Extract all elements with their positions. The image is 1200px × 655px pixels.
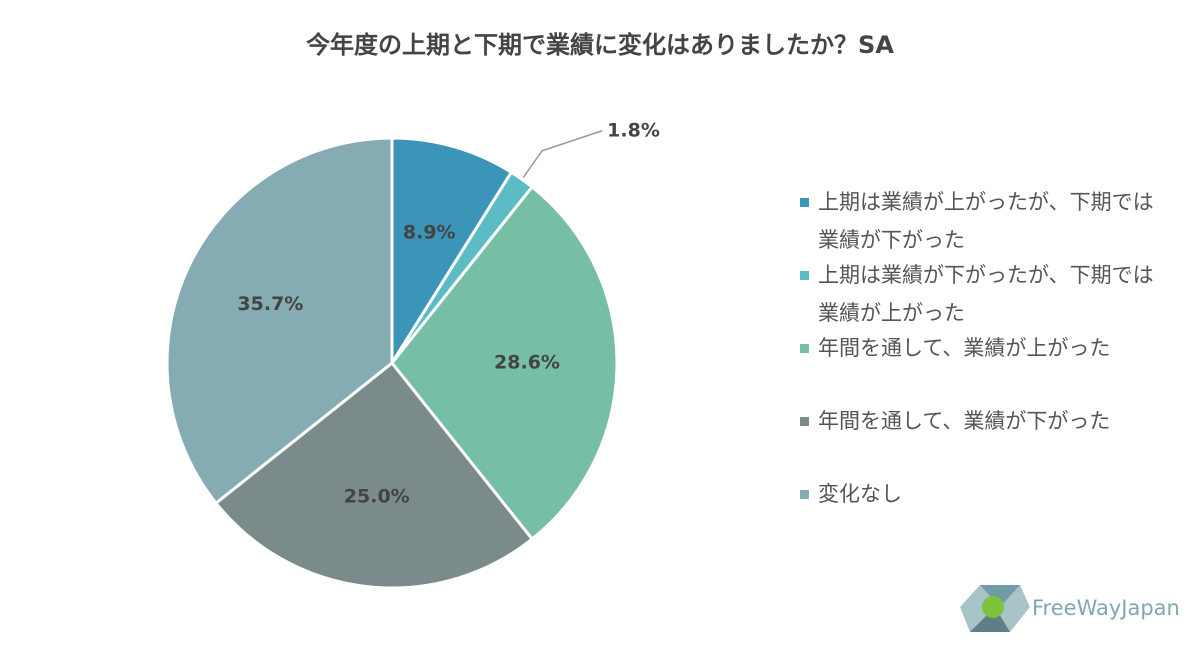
legend-item: 変化なし — [800, 475, 1165, 513]
legend-swatch — [800, 490, 809, 499]
legend-label: 年間を通して、業績が上がった — [818, 336, 1111, 360]
legend-item: 年間を通して、業績が下がった — [800, 402, 1165, 440]
legend-item: 上期は業績が下がったが、下期では業績が上がった — [800, 256, 1165, 332]
chart-title: 今年度の上期と下期で業績に変化はありましたか？SA — [306, 31, 894, 59]
logo-mark — [960, 585, 1030, 632]
legend-label: 年間を通して、業績が下がった — [818, 409, 1111, 433]
legend-swatch — [800, 417, 809, 426]
data-label: 28.6% — [494, 352, 560, 374]
data-label: 8.9% — [403, 222, 456, 244]
data-label: 35.7% — [237, 293, 303, 315]
leader-line — [522, 130, 603, 179]
legend-label: 上期は業績が上がったが、下期では業績が下がった — [818, 190, 1154, 252]
data-label: 1.8% — [607, 119, 660, 141]
data-label: 25.0% — [344, 486, 410, 508]
legend-label: 上期は業績が下がったが、下期では業績が上がった — [818, 263, 1154, 325]
pie-slice — [390, 184, 619, 542]
legend-swatch — [800, 271, 809, 280]
logo-text: FreeWayJapan — [1032, 596, 1180, 620]
legend-label: 変化なし — [818, 482, 902, 506]
legend-item: 上期は業績が上がったが、下期では業績が下がった — [800, 183, 1165, 259]
pie-slice — [213, 360, 535, 590]
pie-slice — [390, 136, 514, 369]
legend-swatch — [800, 344, 809, 353]
legend-swatch — [800, 198, 809, 207]
pie-slice — [165, 136, 394, 506]
legend-item: 年間を通して、業績が上がった — [800, 329, 1165, 367]
